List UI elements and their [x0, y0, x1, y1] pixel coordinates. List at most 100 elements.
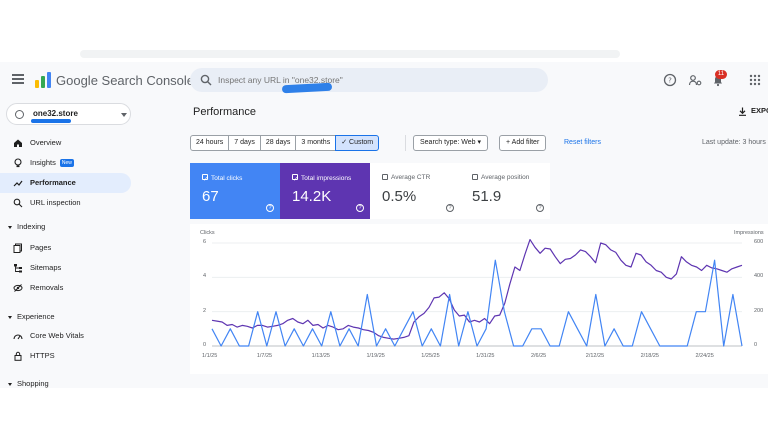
x-axis-tick: 1/13/25: [311, 353, 330, 359]
right-axis-tick: 0: [754, 342, 758, 348]
search-type-filter[interactable]: Search type: Web ▾: [413, 135, 488, 151]
checkmark-icon: ✓: [341, 139, 350, 146]
search-type-label: Search type: Web: [420, 139, 476, 146]
metric-value: 51.9: [472, 188, 502, 205]
date-range-selector: 24 hours 7 days 28 days 3 months ✓ Custo…: [190, 135, 380, 151]
add-filter-button[interactable]: + Add filter: [499, 135, 547, 151]
search-console-app: Google Search Console ? 11 one32.store O…: [0, 62, 768, 388]
sidebar-item-label: Overview: [30, 138, 62, 147]
checkbox-unchecked-icon[interactable]: [472, 174, 478, 180]
sidebar-item-insights[interactable]: Insights New: [0, 153, 131, 173]
help-icon[interactable]: ?: [536, 204, 544, 212]
export-button[interactable]: EXPO: [738, 106, 768, 116]
section-indexing[interactable]: Indexing: [8, 222, 45, 231]
x-axis-tick: 2/6/25: [530, 353, 547, 359]
left-axis-tick: 2: [202, 307, 206, 314]
metric-card-total-impressions[interactable]: ✓ Total impressions 14.2K ?: [280, 163, 370, 219]
metric-cards: ✓ Total clicks 67 ? ✓ Total impressions 14…: [190, 163, 768, 219]
range-custom-label: Custom: [349, 139, 374, 146]
last-update-text: Last update: 3 hours: [702, 139, 766, 146]
x-axis-tick: 2/18/25: [640, 353, 659, 359]
sidebar-item-label: Performance: [30, 178, 76, 187]
section-shopping[interactable]: Shopping: [8, 379, 49, 388]
lightbulb-icon: [14, 158, 22, 168]
sidebar-item-label: HTTPS: [30, 351, 55, 360]
home-icon: [14, 139, 22, 147]
x-axis-tick: 2/24/25: [695, 353, 714, 359]
checkbox-checked-icon[interactable]: ✓: [202, 174, 209, 183]
sidebar-item-pages[interactable]: Pages: [0, 238, 131, 258]
sidebar-item-label: Core Web Vitals: [30, 331, 84, 340]
checkbox-checked-icon[interactable]: ✓: [292, 174, 299, 183]
globe-icon: [15, 110, 24, 119]
sidebar-item-overview[interactable]: Overview: [0, 133, 131, 153]
sidebar: one32.store Overview Insights New Perform…: [0, 102, 140, 388]
menu-icon[interactable]: [12, 74, 24, 84]
lock-icon: [14, 351, 22, 361]
right-axis-title: Impressions: [734, 230, 764, 236]
sidebar-item-label: Insights New: [30, 158, 74, 168]
help-icon[interactable]: ?: [446, 204, 454, 212]
chevron-down-icon: ▾: [477, 139, 481, 146]
search-icon: [13, 198, 23, 208]
help-icon[interactable]: ?: [356, 204, 364, 212]
range-7-days[interactable]: 7 days: [228, 135, 261, 151]
range-24-hours[interactable]: 24 hours: [190, 135, 230, 151]
metric-card-total-clicks[interactable]: ✓ Total clicks 67 ?: [190, 163, 280, 219]
app-brand-name: Google Search Console: [56, 73, 195, 88]
x-axis-tick: 2/12/25: [585, 353, 605, 359]
app-header: Google Search Console ? 11: [0, 62, 768, 102]
section-experience[interactable]: Experience: [8, 312, 55, 321]
section-label: Indexing: [17, 222, 46, 231]
impressions-series-line: [211, 239, 743, 340]
metric-value: 14.2K: [292, 188, 332, 205]
section-label: Experience: [17, 312, 55, 321]
clicks-series-line: [211, 259, 743, 347]
left-axis-tick: 6: [202, 239, 206, 245]
x-axis-tick: 1/7/25: [256, 353, 273, 359]
export-label: EXPO: [751, 106, 768, 115]
metric-card-average-position[interactable]: Average position 51.9 ?: [460, 163, 550, 219]
removals-icon: [13, 284, 23, 292]
metric-card-average-ctr[interactable]: Average CTR 0.5% ?: [370, 163, 460, 219]
sidebar-item-label: Sitemaps: [30, 263, 62, 272]
reset-filters-link[interactable]: Reset filters: [564, 139, 601, 146]
url-inspect-input[interactable]: [218, 71, 538, 89]
sidebar-item-label: Removals: [30, 283, 64, 292]
browser-top-area: [0, 0, 768, 62]
sidebar-item-https[interactable]: HTTPS: [0, 346, 131, 366]
metric-label: Average CTR: [391, 174, 431, 181]
add-filter-label: Add filter: [511, 139, 540, 146]
sidebar-item-sitemaps[interactable]: Sitemaps: [0, 258, 131, 278]
svg-text:?: ?: [668, 77, 672, 85]
browser-bar: [80, 50, 620, 58]
url-inspect-search[interactable]: [190, 68, 548, 92]
property-selector[interactable]: one32.store: [6, 103, 131, 125]
plus-icon: +: [506, 139, 512, 146]
checkbox-unchecked-icon[interactable]: [382, 174, 388, 180]
range-3-months[interactable]: 3 months: [295, 135, 337, 151]
sidebar-item-performance[interactable]: Performance: [0, 173, 131, 193]
search-icon: [200, 74, 212, 86]
x-axis-tick: 1/1/25: [202, 353, 218, 359]
new-badge: New: [59, 159, 74, 168]
apps-grid-icon[interactable]: [748, 73, 762, 87]
sitemap-icon: [14, 264, 22, 273]
expand-triangle-icon: [8, 225, 12, 229]
range-28-days[interactable]: 28 days: [259, 135, 297, 151]
section-label: Shopping: [17, 379, 49, 388]
sidebar-item-removals[interactable]: Removals: [0, 278, 131, 298]
sidebar-item-url-inspection[interactable]: URL inspection: [0, 193, 131, 213]
speed-icon: [13, 334, 23, 340]
metric-label: Total impressions: [301, 175, 352, 182]
property-name: one32.store: [33, 109, 78, 118]
help-icon[interactable]: ?: [266, 204, 274, 212]
right-axis-tick: 400: [754, 273, 764, 280]
users-settings-icon[interactable]: [688, 73, 702, 87]
range-custom[interactable]: ✓ Custom: [335, 135, 380, 151]
sidebar-item-core-web-vitals[interactable]: Core Web Vitals: [0, 326, 131, 346]
help-icon[interactable]: ?: [663, 73, 677, 87]
expand-triangle-icon: [8, 315, 12, 319]
search-console-logo-icon: [35, 72, 51, 88]
x-axis-tick: 1/25/25: [421, 353, 440, 359]
